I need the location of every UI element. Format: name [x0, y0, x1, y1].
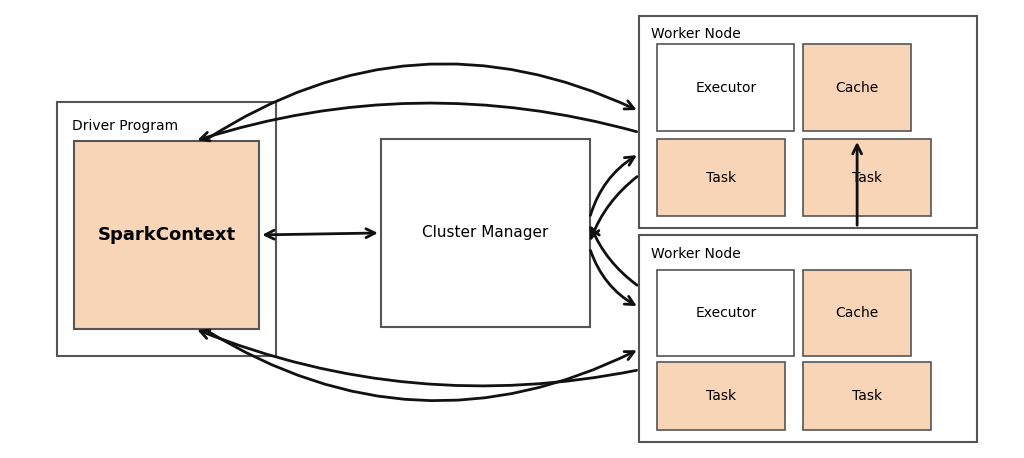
Text: Cache: Cache: [836, 306, 879, 320]
FancyBboxPatch shape: [639, 16, 978, 228]
FancyBboxPatch shape: [657, 362, 784, 430]
FancyBboxPatch shape: [804, 362, 931, 430]
Text: Task: Task: [706, 389, 736, 403]
FancyBboxPatch shape: [381, 139, 590, 327]
Text: Worker Node: Worker Node: [651, 247, 741, 261]
Text: Executor: Executor: [695, 81, 757, 95]
Text: Task: Task: [706, 171, 736, 185]
Text: Task: Task: [852, 389, 882, 403]
Text: Driver Program: Driver Program: [73, 120, 178, 133]
FancyBboxPatch shape: [75, 141, 259, 329]
Text: Cache: Cache: [836, 81, 879, 95]
Text: SparkContext: SparkContext: [98, 226, 236, 244]
FancyBboxPatch shape: [657, 44, 795, 131]
Text: Executor: Executor: [695, 306, 757, 320]
FancyBboxPatch shape: [57, 102, 276, 356]
Text: Task: Task: [852, 171, 882, 185]
FancyBboxPatch shape: [657, 139, 784, 216]
Text: Cluster Manager: Cluster Manager: [422, 225, 548, 240]
FancyBboxPatch shape: [657, 269, 795, 356]
FancyBboxPatch shape: [639, 235, 978, 442]
FancyBboxPatch shape: [804, 44, 910, 131]
FancyBboxPatch shape: [804, 139, 931, 216]
FancyBboxPatch shape: [804, 269, 910, 356]
Text: Worker Node: Worker Node: [651, 27, 741, 42]
